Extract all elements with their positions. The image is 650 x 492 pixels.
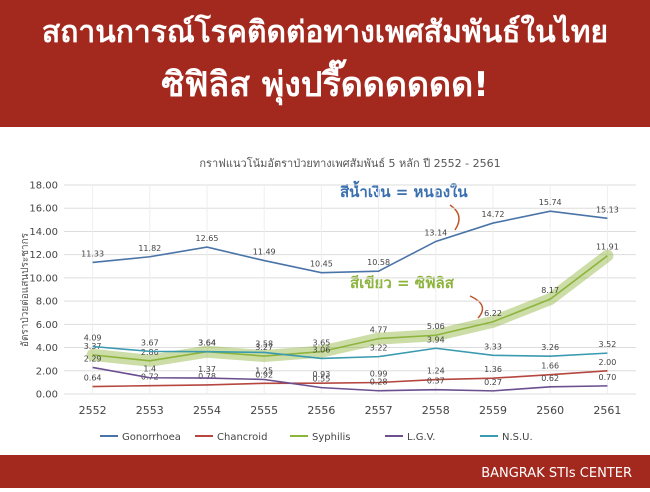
data-label: 2.00 <box>598 358 616 367</box>
data-label: 0.78 <box>198 372 216 381</box>
data-label: 2.29 <box>84 354 102 363</box>
data-label: 1.66 <box>541 362 559 371</box>
data-label: 5.06 <box>427 322 445 331</box>
y-tick-label: 8.00 <box>36 297 58 308</box>
x-tick-label: 2556 <box>307 404 335 417</box>
chart-title: กราฟแนวโน้มอัตราป่วยทางเพศสัมพันธ์ 5 หลั… <box>199 156 500 170</box>
data-label: 3.64 <box>198 339 216 348</box>
y-tick-label: 10.00 <box>29 273 58 284</box>
data-label: 3.52 <box>598 340 616 349</box>
data-label: 3.58 <box>255 339 273 348</box>
data-label: 14.72 <box>482 210 505 219</box>
data-label: 0.37 <box>427 377 445 386</box>
series-line <box>92 366 608 392</box>
y-tick-label: 6.00 <box>36 320 58 331</box>
data-label: 11.82 <box>138 244 161 253</box>
y-tick-label: 0.00 <box>36 390 58 401</box>
data-label: 0.62 <box>541 374 559 383</box>
legend-label: Gonorrhoea <box>122 432 181 443</box>
data-label: 3.37 <box>84 342 102 351</box>
series-line <box>92 345 608 360</box>
data-label: 3.22 <box>370 344 388 353</box>
legend-label: L.G.V. <box>407 432 435 443</box>
data-label: 15.74 <box>539 198 562 207</box>
legend-label: Chancroid <box>217 432 267 443</box>
x-tick-label: 2559 <box>479 404 507 417</box>
y-tick-label: 16.00 <box>29 204 58 215</box>
y-tick-label: 12.00 <box>29 250 58 261</box>
title-banner <box>0 0 650 127</box>
y-tick-label: 2.00 <box>36 366 58 377</box>
data-label: 3.65 <box>312 339 330 348</box>
x-tick-label: 2560 <box>536 404 564 417</box>
data-label: 0.99 <box>370 370 388 379</box>
data-label: 0.28 <box>370 378 388 387</box>
data-label: 0.92 <box>255 370 273 379</box>
data-label: 1.37 <box>198 365 216 374</box>
data-label: 0.27 <box>484 378 502 387</box>
data-label: 4.77 <box>370 326 388 335</box>
data-label: 13.14 <box>424 228 447 237</box>
data-label: 11.33 <box>81 249 104 258</box>
data-label: 3.67 <box>141 338 159 347</box>
x-tick-label: 2558 <box>422 404 450 417</box>
x-tick-label: 2555 <box>250 404 278 417</box>
y-axis-label: อัตราป่วยต่อแสนประชากร <box>20 232 31 347</box>
data-label: 2.86 <box>141 348 159 357</box>
data-label: 11.91 <box>596 243 619 252</box>
data-label: 1.4 <box>143 365 156 374</box>
y-tick-label: 4.00 <box>36 343 58 354</box>
data-label: 3.64 <box>198 339 216 348</box>
x-tick-label: 2553 <box>136 404 164 417</box>
data-label: 12.65 <box>196 234 219 243</box>
data-label: 1.36 <box>484 365 502 374</box>
data-label: 1.25 <box>255 366 273 375</box>
footer-text: BANGRAK STIs CENTER <box>481 466 632 481</box>
slide-subtitle: ซิฟิลิส พุ่งปรี๊ดดดดดด! <box>161 59 488 106</box>
annotation: สีเขียว = ซิฟิลิส <box>350 274 455 292</box>
x-tick-label: 2554 <box>193 404 221 417</box>
data-label: 10.58 <box>367 258 390 267</box>
footer-bar <box>0 455 650 488</box>
x-tick-label: 2557 <box>365 404 393 417</box>
data-label: 4.09 <box>84 334 102 343</box>
data-label: 6.22 <box>484 309 502 318</box>
data-label: 3.26 <box>541 343 559 352</box>
legend-label: Syphilis <box>312 432 351 443</box>
series-line <box>92 210 608 274</box>
data-label: 0.64 <box>84 374 102 383</box>
data-label: 3.33 <box>484 342 502 351</box>
y-tick-label: 18.00 <box>29 181 58 192</box>
data-label: 0.55 <box>312 375 330 384</box>
data-label: 0.70 <box>598 373 616 382</box>
legend-label: N.S.U. <box>502 432 533 443</box>
data-label: 15.13 <box>596 205 619 214</box>
annotation: สีน้ำเงิน = หนองใน <box>340 180 468 201</box>
series-line <box>92 369 608 388</box>
series-line <box>92 255 608 362</box>
data-label: 3.06 <box>312 345 330 354</box>
data-label: 11.49 <box>253 248 276 257</box>
annotation-arrow <box>469 295 484 319</box>
data-label: 3.94 <box>427 335 445 344</box>
data-label: 1.24 <box>427 367 445 376</box>
data-label: 0.93 <box>312 370 330 379</box>
y-tick-label: 14.00 <box>29 227 58 238</box>
x-tick-label: 2552 <box>79 404 107 417</box>
data-label: 8.17 <box>541 286 559 295</box>
slide-title: สถานการณ์โรคติดต่อทางเพศสัมพันธ์ในไทย <box>42 13 608 50</box>
annotation-arrow <box>449 204 460 231</box>
x-tick-label: 2561 <box>593 404 621 417</box>
data-label: 3.27 <box>255 343 273 352</box>
data-label: 10.45 <box>310 260 333 269</box>
